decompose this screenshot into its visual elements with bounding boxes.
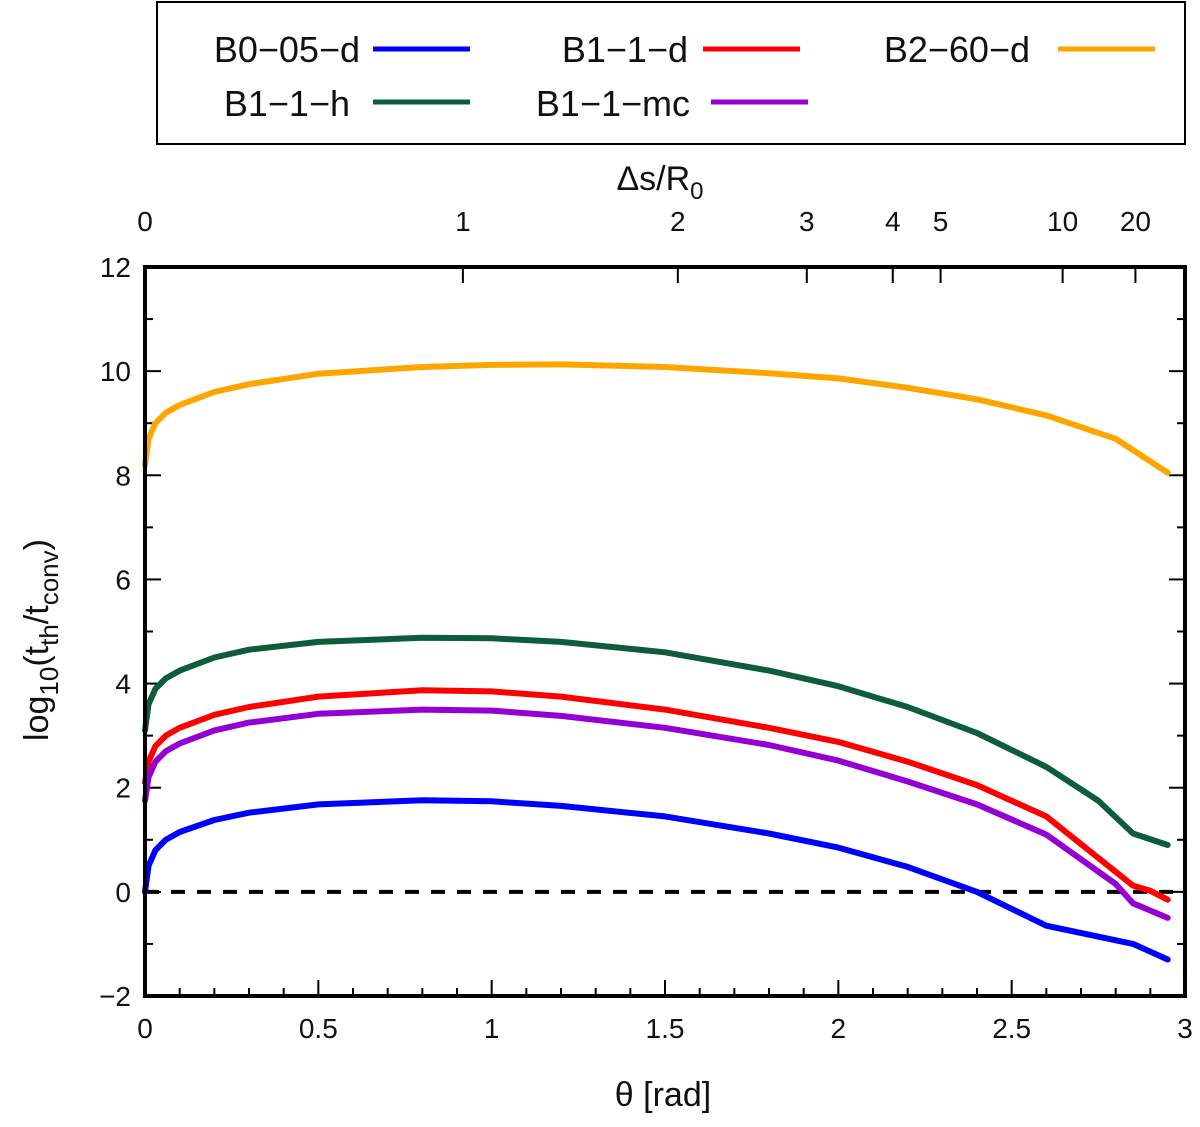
top-tick-label: 20 [1120, 206, 1151, 237]
legend-frame [156, 1, 1186, 145]
top-axis-title-sub: 0 [690, 178, 703, 205]
y-tick-label: 12 [100, 252, 131, 283]
y-axis-title-open: (t [18, 645, 56, 666]
y-axis-title-sub3: conv [34, 550, 64, 605]
x-tick-label: 1 [484, 1013, 500, 1044]
legend-entry-b1-1-d: B1−1−d [562, 29, 800, 70]
x-axis-title: θ [rad] [615, 1076, 711, 1114]
top-axis-title: Δs/R0 [616, 160, 703, 205]
y-axis-title-sub1: 10 [34, 667, 64, 696]
top-tick-label: 2 [670, 206, 686, 237]
legend-label: B2−60−d [884, 29, 1030, 70]
legend-label: B1−1−h [224, 83, 350, 124]
y-axis-title-close: ) [18, 539, 56, 550]
y-axis-title-base: log [18, 696, 56, 741]
y-tick-label: 4 [115, 669, 131, 700]
x-tick-label: 1.5 [646, 1013, 685, 1044]
x-tick-label: 3 [1177, 1013, 1193, 1044]
y-tick-label: 2 [115, 773, 131, 804]
top-tick-label: 0 [137, 206, 153, 237]
x-tick-label: 2.5 [992, 1013, 1031, 1044]
series-layer [142, 361, 1171, 963]
y-tick-label: 8 [115, 460, 131, 491]
series-line-b2-60-d [142, 361, 1171, 476]
top-tick-label: 4 [885, 206, 901, 237]
x-tick-label: 0.5 [299, 1013, 338, 1044]
series-line-b1-1-mc [142, 706, 1171, 921]
x-tick-label: 0 [137, 1013, 153, 1044]
plot-frame [143, 265, 1187, 998]
top-tick-label: 3 [799, 206, 815, 237]
y-axis-title-mid: /t [18, 605, 56, 624]
series-line-b0-05-d [142, 797, 1171, 963]
series-line-b1-1-h [142, 634, 1171, 848]
legend-entry-b0-05-d: B0−05−d [214, 29, 470, 70]
x-tick-label: 2 [831, 1013, 847, 1044]
top-tick-label: 5 [933, 206, 949, 237]
legend-label: B1−1−d [562, 29, 688, 70]
top-tick-label: 10 [1047, 206, 1078, 237]
legend-label: B1−1−mc [536, 83, 690, 124]
y-tick-label: 0 [115, 877, 131, 908]
y-tick-label: 6 [115, 564, 131, 595]
legend: B0−05−d B1−1−d B2−60−d B1−1−h B1−1−mc [156, 1, 1186, 145]
y-tick-label: −2 [99, 981, 131, 1012]
series-line-b1-1-d [142, 687, 1171, 903]
y-tick-label: 10 [100, 356, 131, 387]
y-axis-title-sub2: th [34, 624, 64, 646]
y-axis-title: log10(tth/tconv) [18, 539, 64, 741]
top-axis-title-base: Δs/R [616, 160, 690, 198]
legend-label: B0−05−d [214, 29, 360, 70]
legend-entry-b1-1-h: B1−1−h [224, 83, 470, 124]
top-tick-label: 1 [455, 206, 471, 237]
legend-entry-b1-1-mc: B1−1−mc [536, 83, 808, 124]
legend-entry-b2-60-d: B2−60−d [884, 29, 1155, 70]
